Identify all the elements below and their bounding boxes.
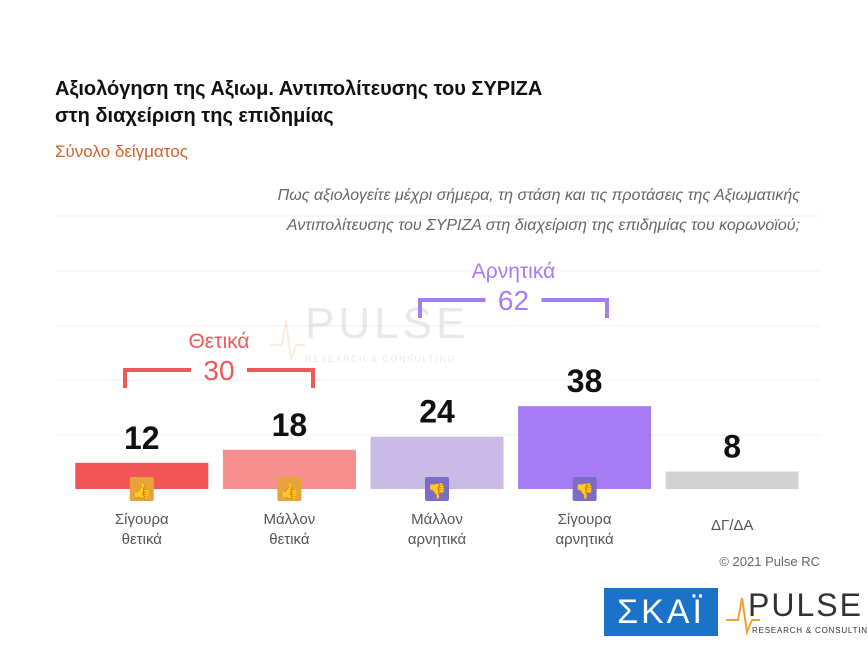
value-label: 18 — [272, 407, 308, 443]
group-value: 30 — [203, 355, 234, 386]
grid — [55, 215, 820, 436]
title-line: Αξιολόγηση της Αξιωμ. Αντιπολίτευσης του… — [55, 78, 542, 100]
subtitle: Σύνολο δείγματος — [55, 142, 188, 161]
skai-logo-text: ΣΚΑΪ — [617, 593, 705, 631]
x-tick-label: Σίγουρα θετικά — [114, 511, 169, 548]
x-tick-label: Σίγουρα αρνητικά — [555, 511, 614, 548]
icon-glyph: 👍 — [280, 482, 299, 500]
pulse-logo: PULSE — [748, 587, 863, 623]
svg-text:PULSE: PULSE — [305, 299, 469, 348]
bracket — [418, 298, 486, 318]
value-label: 24 — [419, 394, 455, 430]
x-tick-label: ΔΓ/ΔΑ — [710, 517, 754, 534]
group-label: Θετικά — [188, 330, 249, 353]
value-label: 12 — [124, 420, 160, 456]
value-label: 8 — [723, 429, 741, 465]
svg-text:RESEARCH & CONSULTING: RESEARCH & CONSULTING — [305, 354, 456, 364]
watermark: PULSE RESEARCH & CONSULTING — [270, 299, 469, 364]
icon — [129, 477, 154, 501]
x-tick-label: Μάλλον αρνητικά — [407, 511, 467, 548]
icon-glyph: 👎 — [575, 482, 594, 500]
skai-logo — [604, 588, 718, 636]
icon-glyph: 👎 — [428, 482, 447, 500]
value-label: 38 — [567, 363, 603, 399]
pulse-logo-wave — [726, 597, 760, 636]
credit: © 2021 Pulse RC — [719, 554, 820, 569]
icon — [277, 477, 302, 501]
bracket — [247, 368, 315, 388]
question-line: Πως αξιολογείτε μέχρι σήμερα, τη στάση κ… — [278, 187, 801, 204]
icon-glyph: 👍 — [132, 482, 151, 500]
x-tick-label: Μάλλον θετικά — [263, 511, 316, 548]
group-value: 62 — [498, 285, 529, 316]
bracket — [541, 298, 609, 318]
title-line: στη διαχείριση της επιδημίας — [55, 105, 334, 127]
icon — [425, 477, 449, 501]
question-line: Αντιπολίτευσης του ΣΥΡΙΖΑ στη διαχείριση… — [286, 217, 800, 234]
bar — [665, 471, 799, 489]
icon — [572, 477, 597, 501]
pulse-tagline: RESEARCH & CONSULTING — [752, 626, 868, 635]
bracket — [123, 368, 191, 388]
bar — [518, 406, 652, 489]
group-label: Αρνητικά — [472, 260, 555, 283]
